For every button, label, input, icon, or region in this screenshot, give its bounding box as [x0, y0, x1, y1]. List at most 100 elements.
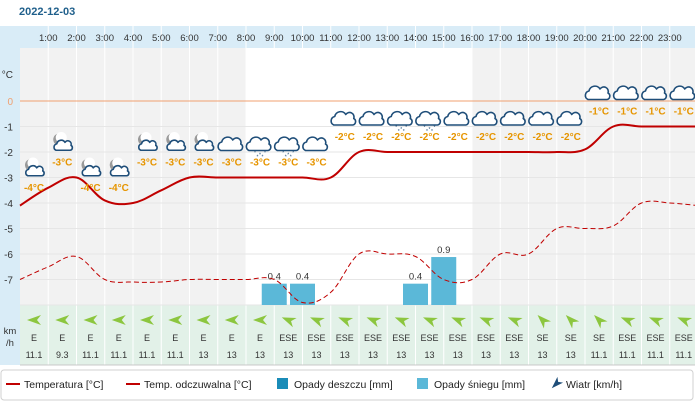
wind-direction-label: ESE [675, 333, 693, 343]
snow-icon: * * ** * [273, 136, 300, 161]
wind-speed-label: 11.1 [647, 350, 664, 360]
wind-arrow-shape [649, 317, 664, 328]
cloud-shape [641, 85, 668, 101]
wind-arrow-icon [594, 315, 608, 329]
wind-speed-label: 11.1 [139, 350, 156, 360]
snowflake: * [264, 151, 266, 157]
temp-label: -3°C [278, 158, 298, 169]
partly-cloudy-night-icon [138, 132, 158, 152]
wind-arrow-shape [27, 315, 41, 325]
wind-direction-label: SE [536, 333, 548, 343]
wind-speed-label: 13 [283, 350, 293, 360]
cloud-shape [528, 110, 555, 126]
wind-speed-label: 13 [368, 350, 378, 360]
hour-label: 18:00 [517, 33, 541, 44]
temp-label: -2°C [335, 132, 355, 143]
wind-speed-label: 13 [537, 350, 547, 360]
wind-arrow-icon [27, 315, 41, 325]
snow-icon: * * ** * [415, 110, 442, 135]
wind-direction-label: SE [565, 333, 577, 343]
wind-arrow-shape [55, 315, 70, 325]
wind-arrow-icon [140, 315, 154, 325]
hour-label: 5:00 [152, 33, 171, 44]
hour-column-bg [161, 48, 190, 305]
wind-speed-label: 13 [198, 350, 208, 360]
wind-arrow-icon [366, 317, 382, 328]
temperature-line [19, 123, 695, 207]
partly-cloudy-night-icon [194, 132, 215, 152]
hour-label: 16:00 [460, 33, 484, 44]
temp-label: -3°C [306, 158, 326, 169]
snow-bar-label: 0.4 [268, 272, 281, 283]
wind-speed-label: 13 [424, 350, 434, 360]
wind-direction-label: E [229, 333, 235, 343]
wind-speed-label: 11.1 [82, 350, 99, 360]
cloud-shape [25, 164, 45, 177]
wind-arrow-icon [168, 315, 183, 325]
wind-arrow-icon [565, 315, 580, 329]
cloud-shape [358, 110, 385, 126]
wind-speed-label: 13 [453, 350, 463, 360]
wind-speed-label: 11.1 [619, 350, 636, 360]
snowflake: * [282, 151, 284, 157]
temp-label: -4°C [80, 183, 100, 194]
cloud-shape [584, 85, 611, 101]
wind-speed-label: 11.1 [26, 350, 43, 360]
hour-column-bg [641, 48, 670, 305]
wind-direction-label: ESE [307, 333, 325, 343]
wind-direction-label: ESE [505, 333, 523, 343]
wind-speed-label: 13 [396, 350, 406, 360]
snow-bar [290, 283, 315, 305]
snowflake: * [257, 155, 259, 161]
wind-arrow-shape [620, 317, 636, 328]
temp-label: -1°C [589, 107, 609, 118]
wind-arrow-shape [168, 315, 183, 325]
wind-arrow-shape [224, 315, 239, 325]
legend-temperature-label: Temperatura [°C] [24, 379, 104, 391]
y-tick-label: -6 [4, 250, 13, 261]
cloud-shape [109, 164, 130, 177]
hour-label: 17:00 [488, 33, 512, 44]
wind-arrow-icon [677, 317, 693, 328]
hour-label: 20:00 [573, 33, 597, 44]
wind-arrow-icon [479, 317, 495, 328]
temp-label: -4°C [24, 183, 44, 194]
temp-label: -3°C [137, 158, 157, 169]
temp-label: -3°C [52, 158, 72, 169]
snowflake: * [290, 155, 292, 161]
partly-cloudy-night-icon [166, 132, 187, 152]
temp-label: -3°C [250, 158, 270, 169]
wind-arrow-shape [196, 315, 211, 325]
cloud-shape [471, 110, 498, 126]
wind-arrow-icon [55, 315, 70, 325]
cloud-shape [273, 136, 300, 152]
hour-label: 14:00 [404, 33, 428, 44]
cloud-icon [528, 110, 555, 126]
legend-feels-like-label: Temp. odczuwalna [°C] [144, 379, 252, 391]
snowflake: * [285, 155, 287, 161]
wind-speed-label: 11.1 [675, 350, 692, 360]
wind-arrow-shape [537, 315, 551, 329]
temp-label: -1°C [645, 107, 665, 118]
wind-direction-label: E [59, 333, 65, 343]
hour-label: 13:00 [375, 33, 399, 44]
snowflake: * [426, 129, 428, 135]
wind-arrow-icon [338, 317, 354, 328]
cloud-shape [612, 85, 639, 101]
hour-column-bg [528, 48, 557, 305]
wind-speed-label: 13 [509, 350, 519, 360]
hour-label: 19:00 [545, 33, 569, 44]
temp-label: -2°C [448, 132, 468, 143]
wind-arrow-shape [366, 317, 382, 328]
wind-arrow-icon [423, 317, 438, 328]
hour-label: 2:00 [67, 33, 86, 44]
forecast-date: 2022-12-03 [19, 6, 75, 18]
snowflake: * [262, 155, 264, 161]
wind-arrow-icon [281, 317, 297, 328]
snowflake: * [400, 127, 402, 133]
temp-label: -2°C [391, 132, 411, 143]
snowflake: * [254, 151, 256, 157]
temp-label: -2°C [363, 132, 383, 143]
wind-direction-label: SE [593, 333, 605, 343]
temp-label: -3°C [193, 158, 213, 169]
